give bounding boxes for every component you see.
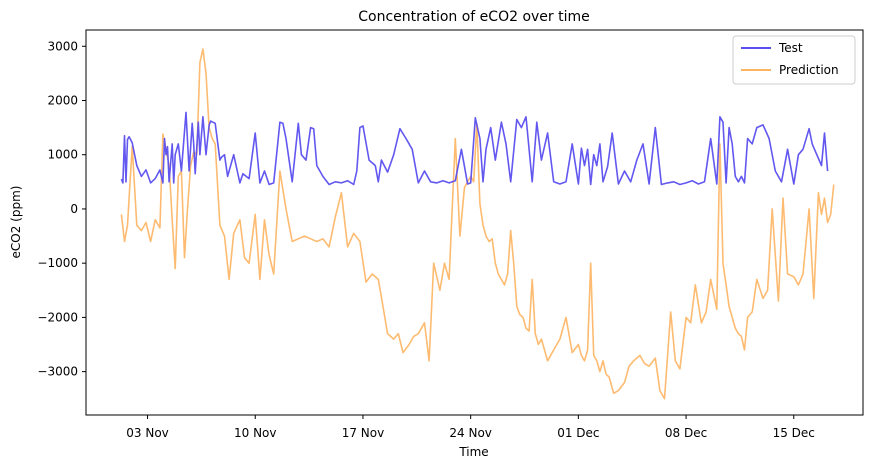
y-tick-label: 1000 (47, 148, 78, 162)
y-axis: 3000 2000 1000 0 −1000 −2000 −3000 (37, 39, 86, 379)
series-line-test (120, 111, 829, 186)
x-tick-label: 01 Dec (557, 426, 599, 440)
x-tick-label: 17 Nov (342, 426, 385, 440)
x-axis-title: Time (458, 445, 488, 459)
legend-prediction-label: Prediction (779, 63, 839, 77)
y-tick-label: −1000 (37, 256, 78, 270)
x-tick-label: 03 Nov (126, 426, 169, 440)
x-axis: 03 Nov 10 Nov 17 Nov 24 Nov 01 Dec 08 Dec 15 D… (126, 415, 815, 440)
y-tick-label: 0 (70, 202, 78, 216)
legend: Test Prediction (732, 35, 856, 85)
plot-lines (120, 48, 835, 400)
y-axis-title: eCO2 (ppm) (9, 186, 23, 259)
chart-title: Concentration of eCO2 over time (358, 9, 590, 25)
legend-test-label: Test (778, 41, 803, 55)
y-tick-label: −3000 (37, 365, 78, 379)
y-tick-label: 3000 (47, 39, 78, 53)
plot-frame (85, 29, 864, 416)
x-tick-label: 08 Dec (665, 426, 707, 440)
series-line-prediction (120, 48, 835, 400)
y-tick-label: 2000 (47, 93, 78, 107)
y-tick-label: −2000 (37, 310, 78, 324)
x-tick-label: 24 Nov (449, 426, 492, 440)
x-tick-label: 10 Nov (234, 426, 277, 440)
x-tick-label: 15 Dec (773, 426, 815, 440)
